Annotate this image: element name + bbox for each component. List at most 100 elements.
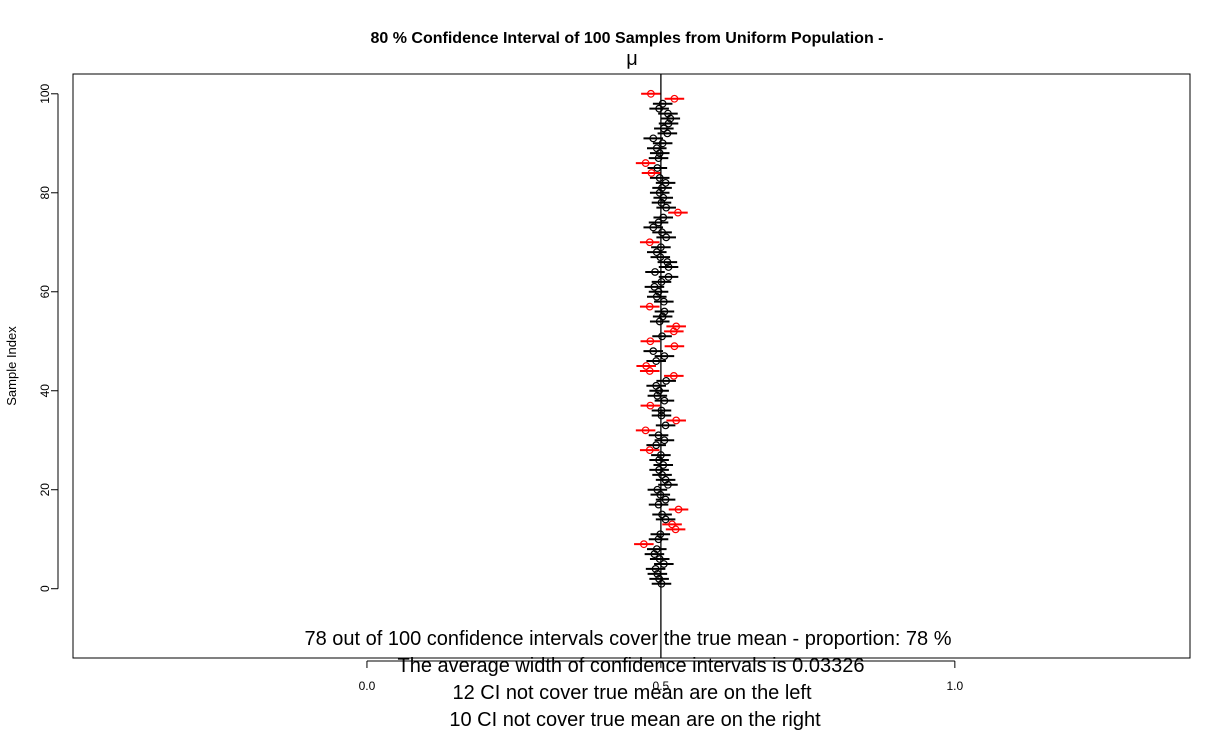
ci-cover — [654, 396, 675, 405]
sample-mean-point — [652, 545, 661, 554]
sample-mean-point — [664, 109, 672, 118]
sample-mean-point — [652, 248, 661, 257]
sample-mean-point — [645, 302, 654, 311]
sample-mean-point — [658, 99, 667, 108]
ci-cover — [647, 485, 668, 494]
right-miss-summary: 10 CI not cover true mean are on the rig… — [449, 709, 821, 731]
sample-mean-point — [655, 466, 664, 474]
ci-cover — [652, 332, 672, 341]
ci-cover — [656, 376, 676, 385]
ci-miss — [639, 302, 660, 311]
ci-cover — [648, 154, 669, 163]
y-tick-label: 0 — [38, 585, 52, 592]
ci-miss — [641, 89, 661, 98]
sample-mean-point — [642, 362, 651, 370]
ci-cover — [652, 510, 672, 519]
ci-miss — [639, 446, 660, 455]
ci-cover — [646, 381, 666, 390]
sample-mean-point — [674, 208, 682, 217]
y-tick-label: 100 — [38, 83, 52, 103]
sample-mean-point — [661, 421, 670, 430]
sample-mean-point — [658, 139, 667, 148]
sample-mean-point — [646, 337, 655, 346]
sample-mean-point — [662, 233, 671, 242]
sample-mean-point — [664, 119, 673, 128]
sample-mean-point — [654, 154, 663, 163]
sample-mean-point — [662, 203, 671, 212]
ci-miss — [666, 322, 686, 331]
ci-miss — [668, 208, 688, 217]
ci-cover — [655, 515, 676, 524]
summary-annotations: 78 out of 100 confidence intervals cover… — [304, 628, 951, 731]
ci-cover — [649, 574, 669, 583]
sample-mean-point — [655, 574, 664, 583]
ci-miss — [640, 337, 661, 346]
ci-cover — [649, 466, 669, 474]
sample-mean-point — [661, 495, 670, 504]
average-width-summary: The average width of confidence interval… — [398, 655, 865, 677]
ci-cover — [652, 312, 673, 321]
ci-cover — [648, 431, 669, 440]
coverage-summary: 78 out of 100 confidence intervals cover… — [304, 628, 951, 650]
sample-mean-point — [655, 174, 664, 182]
sample-mean-point — [649, 223, 658, 232]
x-tick-label: 0.5 — [653, 679, 670, 693]
sample-mean-point — [645, 446, 654, 455]
sample-mean-point — [654, 287, 663, 296]
ci-cover — [658, 263, 679, 271]
confidence-intervals — [634, 89, 689, 588]
y-tick-label: 40 — [38, 384, 52, 398]
ci-cover — [652, 139, 673, 148]
ci-miss — [665, 525, 686, 534]
sample-mean-point — [641, 426, 650, 435]
sample-mean-point — [654, 535, 663, 544]
ci-cover — [648, 218, 669, 227]
sample-mean-point — [658, 312, 667, 321]
ci-cover — [655, 178, 676, 187]
sample-mean-point — [652, 144, 661, 153]
sample-mean-point — [664, 273, 673, 281]
ci-cover — [646, 441, 666, 450]
y-tick-label: 80 — [38, 186, 52, 200]
ci-cover — [652, 228, 672, 237]
ci-miss — [636, 362, 656, 370]
sample-mean-point — [647, 169, 656, 177]
chart-title: 80 % Confidence Interval of 100 Samples … — [371, 30, 884, 47]
sample-mean-point — [652, 381, 661, 390]
ci-miss — [639, 238, 660, 247]
ci-cover — [649, 456, 669, 464]
ci-cover — [643, 347, 664, 356]
sample-mean-point — [655, 555, 664, 563]
ci-cover — [643, 223, 664, 232]
sample-mean-point — [661, 178, 670, 187]
left-miss-summary: 12 CI not cover true mean are on the lef… — [452, 682, 812, 704]
ci-cover — [655, 495, 676, 504]
sample-mean-point — [658, 228, 666, 237]
sample-mean-point — [672, 416, 681, 425]
ci-miss — [668, 505, 689, 514]
y-tick-label: 20 — [38, 483, 52, 497]
sample-mean-point — [654, 431, 663, 440]
sample-mean-point — [647, 89, 655, 98]
sample-mean-point — [652, 441, 661, 450]
ci-cover — [649, 555, 670, 563]
ci-cover — [645, 565, 666, 573]
ci-miss — [635, 426, 656, 435]
ci-miss — [664, 94, 685, 103]
sample-mean-point — [654, 500, 663, 509]
sample-mean-point — [639, 540, 648, 549]
ci-cover — [649, 317, 670, 326]
ci-miss — [640, 401, 661, 410]
sample-mean-point — [670, 94, 679, 103]
ci-cover — [658, 119, 679, 128]
x-axis: 0.0 0.5 1.0 — [359, 660, 964, 693]
sample-mean-point — [668, 520, 676, 529]
y-axis: 0 20 40 60 80 100 — [38, 83, 59, 592]
ci-miss — [641, 169, 662, 177]
ci-cover — [648, 535, 669, 544]
ci-cover — [649, 174, 670, 182]
sample-mean-point — [646, 401, 655, 410]
sample-mean-point — [649, 134, 658, 143]
sample-mean-point — [650, 282, 659, 291]
ci-cover — [656, 203, 676, 212]
